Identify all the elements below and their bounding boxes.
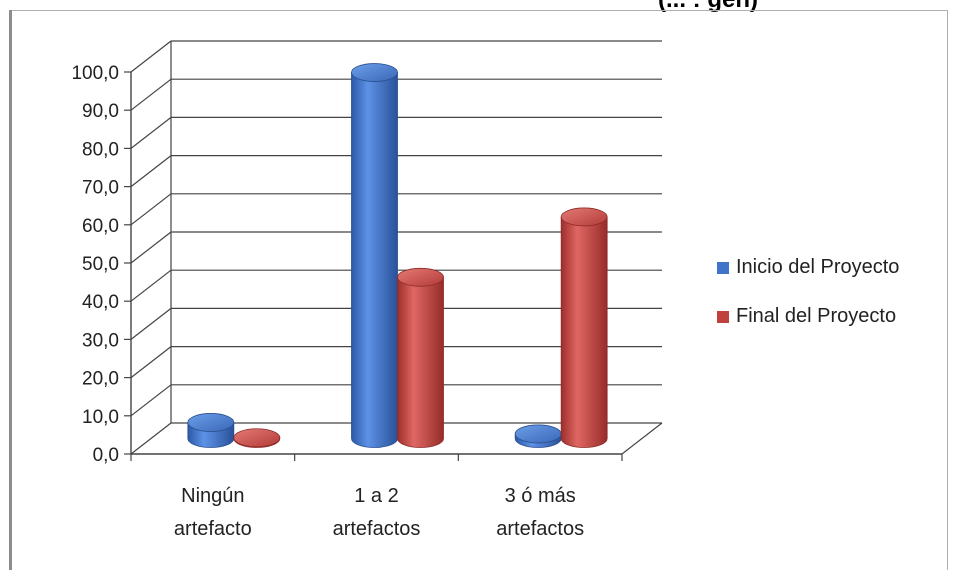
axes — [124, 41, 663, 461]
y-tick-label: 30,0 — [82, 330, 119, 351]
bar-final-1 — [397, 276, 444, 448]
x-category-label: artefacto — [174, 518, 252, 540]
chart-frame-top — [9, 10, 948, 11]
x-category-label: 3 ó más — [505, 485, 576, 507]
legend: Inicio del Proyecto Final del Proyecto — [717, 254, 899, 352]
legend-swatch-final — [717, 310, 729, 323]
x-category-label: Ningún — [181, 485, 244, 507]
bar-final-2-top — [560, 207, 608, 227]
x-category-label: 1 a 2 — [354, 485, 398, 507]
gridline-side — [130, 40, 172, 73]
gridline-side — [130, 346, 172, 379]
bar-inicio-0-top — [187, 413, 235, 432]
legend-label-final: Final del Proyecto — [736, 305, 897, 327]
chart-frame-right — [947, 10, 948, 570]
bar-final-0-top — [233, 428, 281, 448]
y-tick-label: 50,0 — [82, 254, 119, 275]
gridline-side — [130, 193, 172, 226]
y-tick-label: 10,0 — [82, 407, 119, 428]
legend-label-inicio: Inicio del Proyecto — [736, 256, 900, 278]
gridline-side — [130, 78, 172, 111]
labels: 0,0 10,0 20,0 30,0 40,0 50,0 60,0 70,0 80,0 90,0 1… — [71, 63, 584, 540]
y-tick-label: 80,0 — [82, 139, 119, 160]
y-tick-label: 20,0 — [82, 369, 119, 390]
chart-title-fragment: (... : gen) — [0, 0, 953, 14]
gridline-side — [130, 231, 172, 264]
gridline-side — [130, 384, 172, 417]
bar-final-2 — [560, 216, 608, 448]
gridline-side — [130, 422, 172, 455]
chart-frame-left — [9, 10, 12, 570]
bar-inicio-2-top — [514, 424, 562, 444]
legend-item-inicio: Inicio del Proyecto — [717, 254, 899, 281]
bar-inicio-1 — [351, 72, 398, 448]
y-tick-label: 100,0 — [71, 63, 119, 84]
gridline-side — [130, 307, 172, 340]
bar-inicio-1-top — [351, 63, 398, 82]
y-tick-label: 70,0 — [82, 178, 119, 199]
legend-swatch-inicio — [717, 261, 729, 274]
gridline-side — [130, 269, 172, 302]
gridline-side — [130, 155, 172, 188]
y-tick-label: 40,0 — [82, 292, 119, 313]
legend-item-final: Final del Proyecto — [717, 303, 899, 330]
y-tick-label: 0,0 — [93, 445, 119, 466]
y-tick-label: 60,0 — [82, 216, 119, 237]
gridline-side — [130, 116, 172, 149]
bar-final-1-top — [397, 267, 444, 287]
x-category-label: artefactos — [496, 518, 584, 540]
bars — [187, 63, 608, 448]
x-category-label: artefactos — [333, 518, 421, 540]
y-tick-label: 90,0 — [82, 101, 119, 122]
floor-right-edge — [621, 422, 663, 455]
